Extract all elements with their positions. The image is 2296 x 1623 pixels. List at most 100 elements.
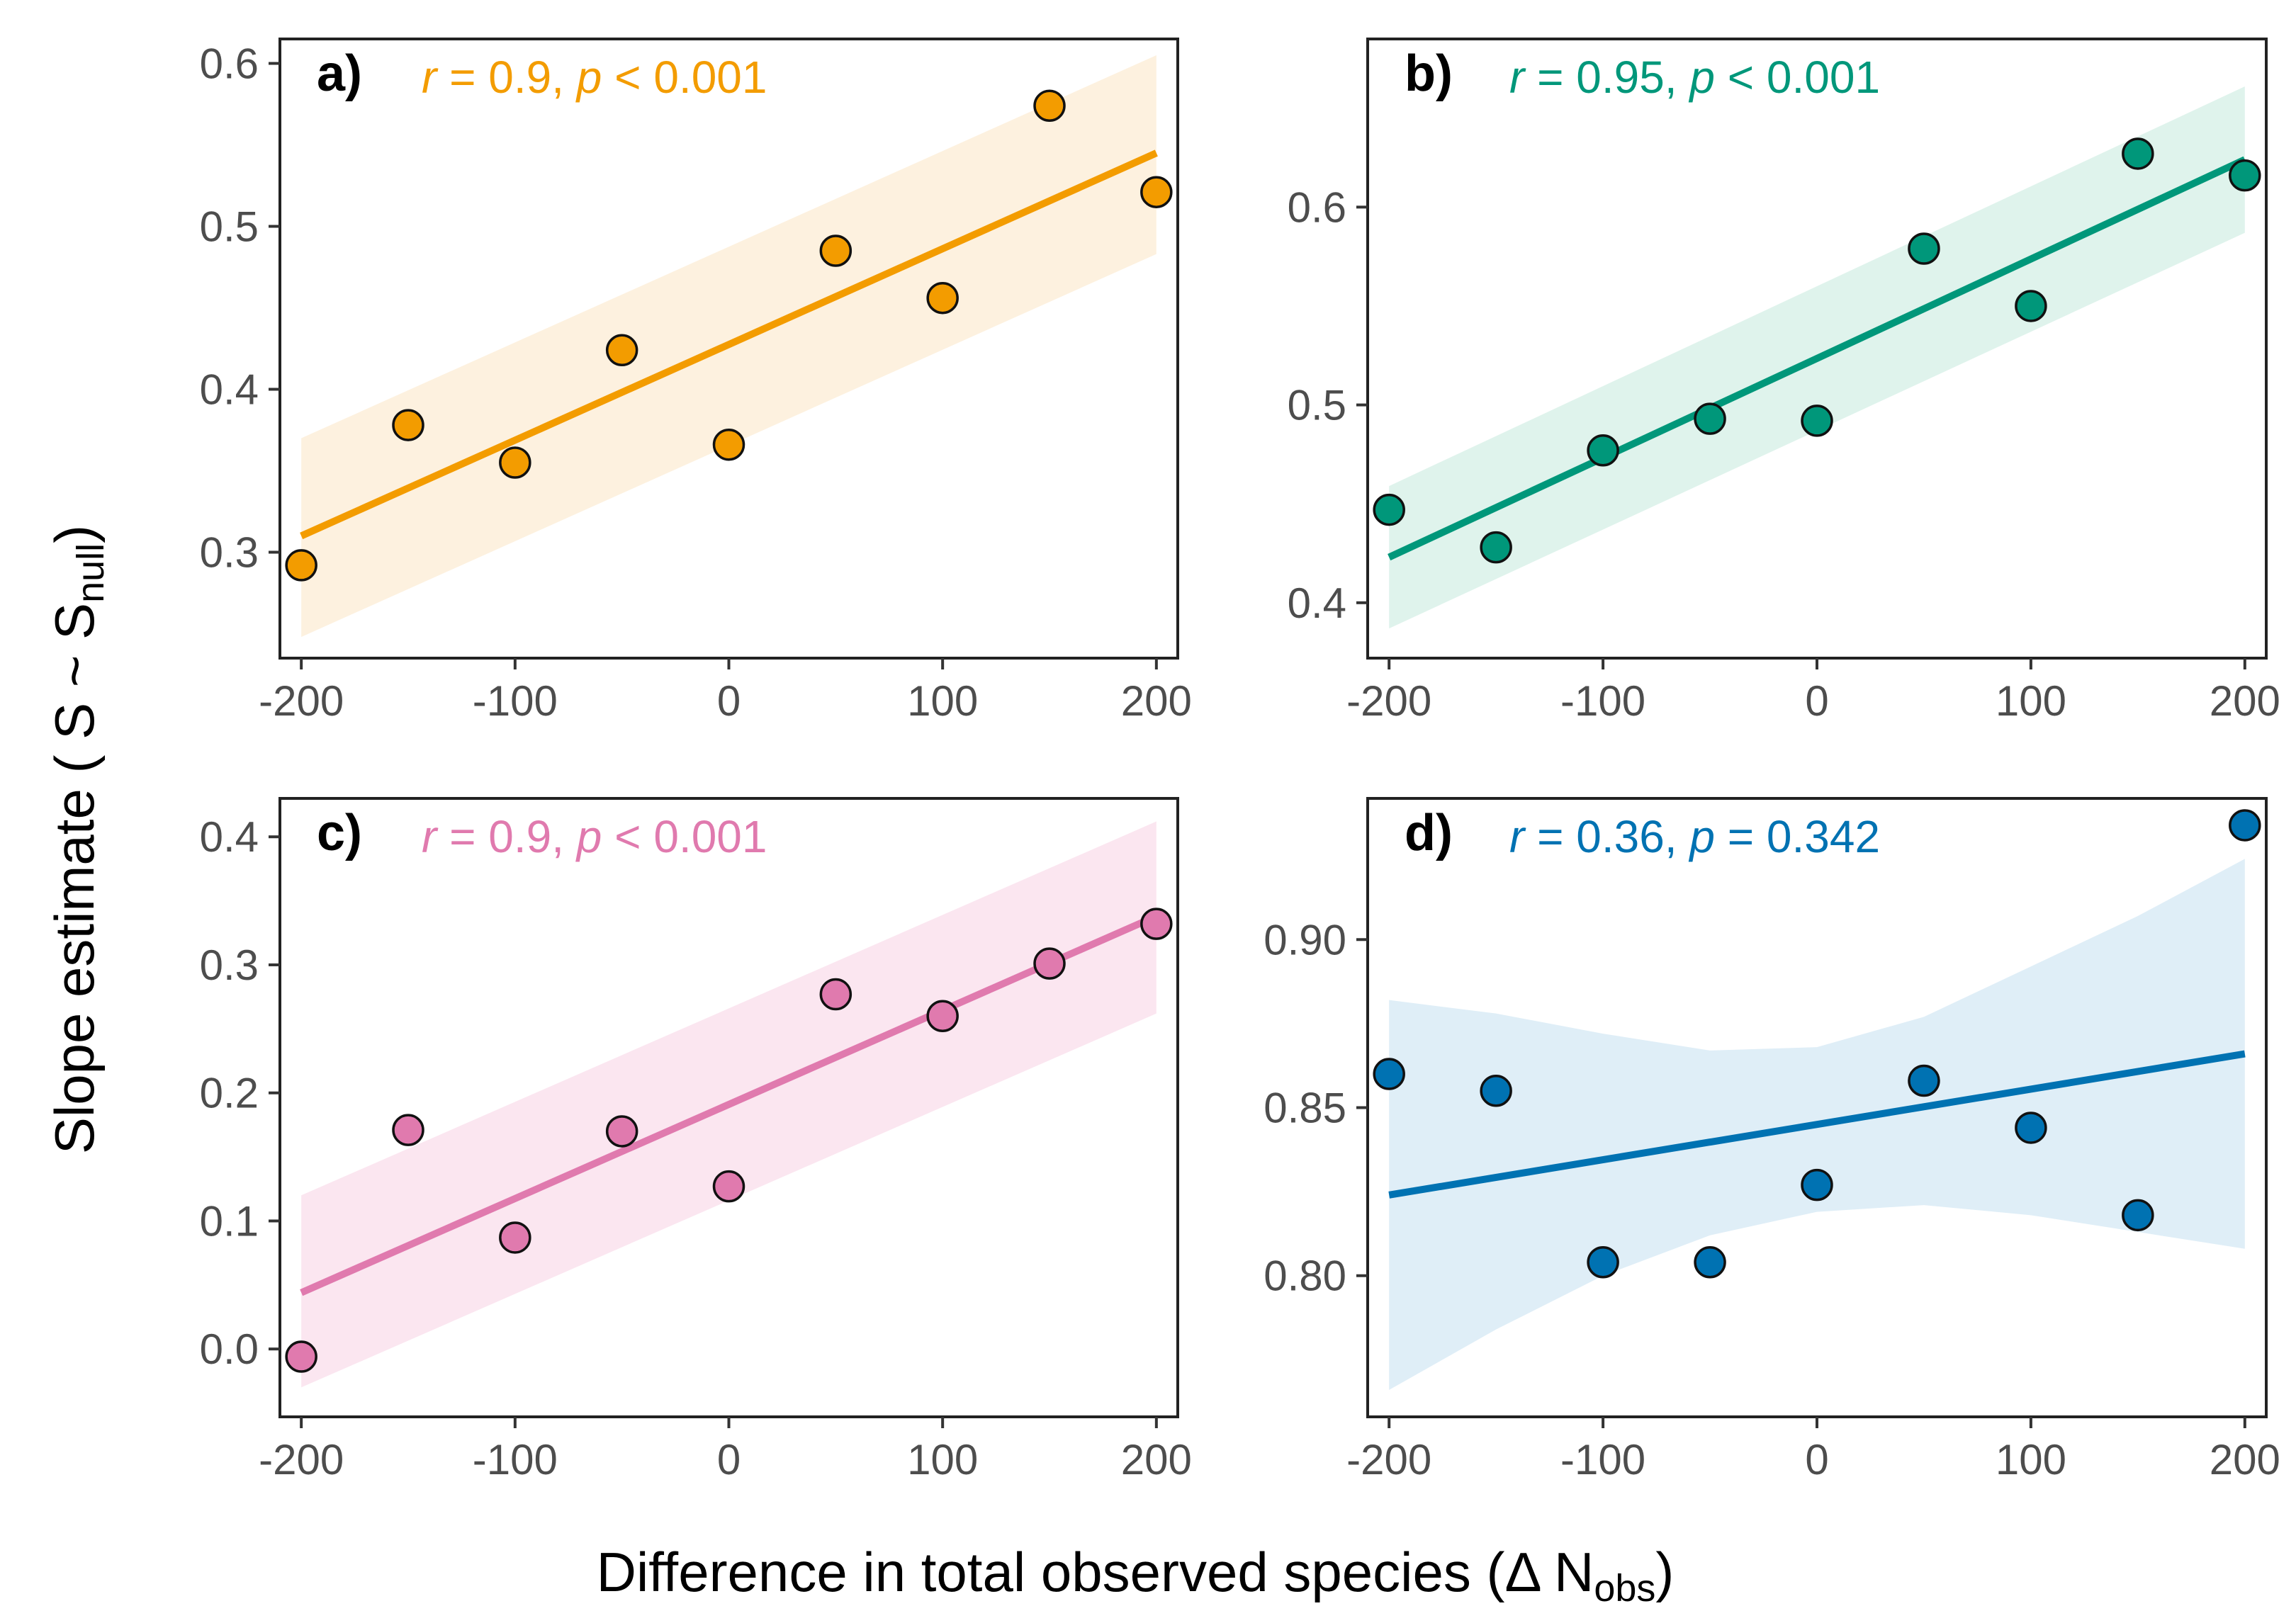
x-tick-label: 100 <box>907 677 978 725</box>
panel-c: -200 -100 0 100 200 0.0 0.1 0.2 0.3 0.4 c) r = 0.9,… <box>200 797 1192 1483</box>
x-tick-label: -200 <box>1346 1436 1431 1483</box>
stat-annotation: r = 0.9, p < 0.001 <box>422 52 767 103</box>
data-point <box>392 409 424 441</box>
data-point <box>1033 947 1066 980</box>
data-point <box>1033 89 1066 123</box>
x-tick-label: 100 <box>907 1436 978 1483</box>
data-point <box>1480 531 1512 564</box>
stat-symbol: r <box>422 811 439 862</box>
data-point <box>1908 1064 1940 1097</box>
data-point <box>605 1115 638 1148</box>
x-tick-label: 200 <box>2210 1436 2280 1483</box>
x-axis-title: Difference in total observed species (Δ … <box>597 1541 1675 1610</box>
x-tick-label: 200 <box>1121 677 1192 725</box>
y-tick-label: 0.5 <box>1288 382 1346 429</box>
data-point <box>1140 176 1173 208</box>
data-point <box>926 1000 959 1033</box>
stat-value: < 0.001 <box>602 811 767 862</box>
x-tick-label: -100 <box>473 677 558 725</box>
panel-label: c) <box>317 805 362 861</box>
y-tick-label: 0.2 <box>200 1070 259 1117</box>
stat-value: < 0.001 <box>602 52 767 103</box>
x-tick-label: -200 <box>259 1436 344 1483</box>
x-tick-label: -100 <box>1560 1436 1645 1483</box>
panel-a: -200 -100 0 100 200 0.3 0.4 0.5 0.6 a) r = 0.9, p … <box>200 38 1192 725</box>
fit-line <box>300 149 1158 540</box>
data-point <box>2122 137 2154 170</box>
y-axis-title: Slope estimate ( S ~ Snull) <box>43 525 112 1154</box>
y-tick-label: 0.80 <box>1264 1252 1346 1300</box>
panel-label: b) <box>1405 45 1453 102</box>
data-point <box>819 978 852 1011</box>
stat-symbol: p <box>1688 52 1715 103</box>
panel-label: a) <box>317 45 362 102</box>
x-tick-label: 100 <box>1996 677 2066 725</box>
data-point <box>1908 232 1940 265</box>
data-point <box>1140 907 1173 940</box>
data-point <box>1801 405 1833 437</box>
x-tick-label: 200 <box>1121 1436 1192 1483</box>
stat-value: = 0.36, <box>1524 811 1689 862</box>
stat-value: = 0.95, <box>1524 52 1689 103</box>
y-tick-label: 0.3 <box>200 941 259 989</box>
data-point <box>926 281 959 315</box>
y-tick-label: 0.4 <box>1288 579 1346 627</box>
y-tick-label: 0.4 <box>200 813 259 861</box>
data-point <box>1801 1168 1833 1201</box>
fit-line <box>1388 1050 2246 1199</box>
data-point <box>1480 1075 1512 1107</box>
data-point <box>499 446 531 479</box>
stat-value: = 0.9, <box>437 52 576 103</box>
data-point <box>392 1114 424 1146</box>
x-tick-label: 200 <box>2210 677 2280 725</box>
stat-value: = 0.342 <box>1715 811 1880 862</box>
stat-annotation: r = 0.95, p < 0.001 <box>1509 52 1880 103</box>
x-tick-label: 100 <box>1996 1436 2066 1483</box>
stat-symbol: r <box>1509 811 1526 862</box>
stat-symbol: r <box>1509 52 1526 103</box>
stat-annotation: r = 0.9, p < 0.001 <box>422 811 767 862</box>
panel-d: -200 -100 0 100 200 0.80 0.85 0.90 d) r = 0.36, p… <box>1264 797 2280 1483</box>
x-tick-label: -200 <box>1346 677 1431 725</box>
data-point <box>605 334 638 367</box>
data-point <box>1694 402 1726 435</box>
x-tick-label: 0 <box>717 1436 741 1483</box>
stat-symbol: p <box>1688 811 1715 862</box>
stat-value: < 0.001 <box>1715 52 1880 103</box>
y-tick-label: 0.3 <box>200 529 259 577</box>
x-tick-label: -100 <box>1560 677 1645 725</box>
data-point <box>285 549 317 582</box>
y-tick-label: 0.5 <box>200 203 259 251</box>
y-tick-label: 0.6 <box>200 40 259 88</box>
data-point <box>1373 493 1405 526</box>
y-tick-label: 0.0 <box>200 1325 259 1373</box>
y-tick-label: 0.85 <box>1264 1085 1346 1132</box>
y-tick-label: 0.4 <box>200 366 259 414</box>
x-tick-label: -200 <box>259 677 344 725</box>
stat-symbol: p <box>575 52 602 103</box>
data-point <box>2122 1199 2154 1232</box>
data-point <box>1373 1058 1405 1090</box>
fit-line <box>300 912 1158 1296</box>
y-tick-label: 0.6 <box>1288 183 1346 231</box>
data-point <box>1587 1246 1619 1279</box>
data-point <box>2229 159 2261 192</box>
panel-b: -200 -100 0 100 200 0.4 0.5 0.6 b) r = 0.95, p < … <box>1288 38 2280 725</box>
data-point <box>499 1221 531 1254</box>
stat-symbol: r <box>422 52 439 103</box>
stat-annotation: r = 0.36, p = 0.342 <box>1509 811 1880 862</box>
panel-label: d) <box>1405 805 1453 861</box>
data-point <box>2229 809 2261 842</box>
x-tick-label: 0 <box>1805 1436 1828 1483</box>
data-point <box>1694 1246 1726 1279</box>
data-point <box>2015 290 2047 322</box>
y-tick-label: 0.1 <box>200 1197 259 1245</box>
x-tick-label: 0 <box>717 677 741 725</box>
data-point <box>712 428 745 461</box>
x-tick-label: 0 <box>1805 677 1828 725</box>
data-point <box>712 1170 745 1203</box>
fit-line <box>1388 156 2246 561</box>
stat-symbol: p <box>575 811 602 862</box>
data-point <box>819 234 852 267</box>
